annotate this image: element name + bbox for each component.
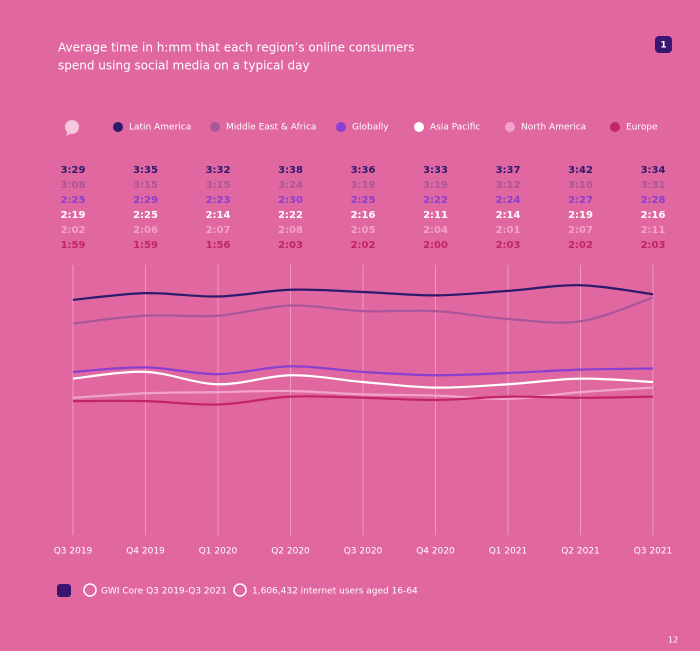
x-tick-label: Q3 2019 xyxy=(54,547,93,557)
data-label: 3:33 xyxy=(423,165,448,176)
page-number: 12 xyxy=(668,636,678,645)
data-label: 3:24 xyxy=(278,180,303,191)
x-tick-label: Q2 2021 xyxy=(561,547,600,557)
data-label: 2:14 xyxy=(496,210,521,221)
data-label: 2:07 xyxy=(206,225,231,236)
footer-sample: 1,606,432 internet users aged 16-64 xyxy=(252,587,418,597)
data-label: 3:19 xyxy=(423,180,448,191)
x-tick-label: Q1 2021 xyxy=(489,547,528,557)
data-label: 1:59 xyxy=(133,240,158,251)
line xyxy=(72,296,654,325)
legend-label: Europe xyxy=(626,123,658,133)
data-label: 2:14 xyxy=(206,210,231,221)
data-label: 3:12 xyxy=(496,180,521,191)
data-label: 2:01 xyxy=(496,225,521,236)
x-tick-label: Q3 2021 xyxy=(634,547,673,557)
chart-title: Average time in h:mm that each region’s … xyxy=(58,41,414,55)
data-label: 3:31 xyxy=(641,180,666,191)
data-label: 2:11 xyxy=(641,225,666,236)
data-label: 2:28 xyxy=(641,195,666,206)
legend-marker xyxy=(210,122,220,132)
legend-label: Asia Pacific xyxy=(430,123,480,133)
data-label: 2:05 xyxy=(351,225,376,236)
data-label: 2:03 xyxy=(496,240,521,251)
data-label: 2:22 xyxy=(423,195,448,206)
data-label: 3:35 xyxy=(133,165,158,176)
data-label: 2:06 xyxy=(133,225,158,236)
line xyxy=(72,370,654,389)
legend-marker xyxy=(610,122,620,132)
data-label: 2:19 xyxy=(568,210,593,221)
data-label: 3:34 xyxy=(641,165,666,176)
data-label: 2:11 xyxy=(423,210,448,221)
data-label: 2:30 xyxy=(278,195,303,206)
line xyxy=(72,395,654,406)
x-tick-label: Q3 2020 xyxy=(344,547,383,557)
page-badge-box xyxy=(655,36,672,53)
data-label: 2:29 xyxy=(133,195,158,206)
legend-label: Latin America xyxy=(129,123,191,133)
data-label: 3:10 xyxy=(568,180,593,191)
data-label: 3:42 xyxy=(568,165,593,176)
chart-title: spend using social media on a typical da… xyxy=(58,59,310,73)
data-label: 2:19 xyxy=(61,210,86,221)
data-label: 1:56 xyxy=(206,240,231,251)
data-label: 2:22 xyxy=(278,210,303,221)
data-label: 2:24 xyxy=(496,195,521,206)
legend-marker xyxy=(336,122,346,132)
data-label: 3:15 xyxy=(206,180,231,191)
data-label: 2:02 xyxy=(568,240,593,251)
footer-icon xyxy=(57,584,71,597)
data-label: 2:25 xyxy=(61,195,86,206)
data-label: 2:02 xyxy=(351,240,376,251)
x-tick-label: Q4 2020 xyxy=(416,547,455,557)
data-label: 2:03 xyxy=(641,240,666,251)
data-label: 2:04 xyxy=(423,225,448,236)
x-tick-label: Q1 2020 xyxy=(199,547,238,557)
data-label: 3:15 xyxy=(133,180,158,191)
data-label: 2:00 xyxy=(423,240,448,251)
data-label: 3:29 xyxy=(61,165,86,176)
data-label: 2:16 xyxy=(641,210,666,221)
data-label: 3:38 xyxy=(278,165,303,176)
data-label: 2:08 xyxy=(278,225,303,236)
data-label: 2:16 xyxy=(351,210,376,221)
x-tick-label: Q2 2020 xyxy=(271,547,310,557)
data-label: 3:36 xyxy=(351,165,376,176)
data-label: 3:32 xyxy=(206,165,231,176)
footer-source: GWI Core Q3 2019-Q3 2021 xyxy=(101,587,227,597)
data-label: 2:02 xyxy=(61,225,86,236)
data-label: 3:37 xyxy=(496,165,521,176)
data-label: 2:27 xyxy=(568,195,593,206)
footer: GWI Core Q3 2019-Q3 2021 1,606,432 inter… xyxy=(57,583,418,597)
legend-label: Globally xyxy=(352,123,389,133)
data-label: 2:23 xyxy=(206,195,231,206)
data-label: 1:59 xyxy=(61,240,86,251)
legend-label: Middle East & Africa xyxy=(226,123,316,133)
legend-marker xyxy=(113,122,123,132)
data-label: 3:08 xyxy=(61,180,86,191)
line xyxy=(72,386,654,401)
legend-icon xyxy=(65,120,79,136)
data-label: 2:25 xyxy=(133,210,158,221)
legend-label: North America xyxy=(521,123,586,133)
data-label: 3:19 xyxy=(351,180,376,191)
x-tick-label: Q4 2019 xyxy=(126,547,165,557)
line xyxy=(72,365,654,377)
footer-icon xyxy=(233,583,247,597)
line xyxy=(72,284,654,301)
legend-marker xyxy=(414,122,424,132)
data-label: 2:07 xyxy=(568,225,593,236)
legend-marker xyxy=(505,122,515,132)
data-label: 2:25 xyxy=(351,195,376,206)
page-badge: 1 xyxy=(660,41,666,51)
footer-icon xyxy=(83,583,97,597)
data-label: 2:03 xyxy=(278,240,303,251)
